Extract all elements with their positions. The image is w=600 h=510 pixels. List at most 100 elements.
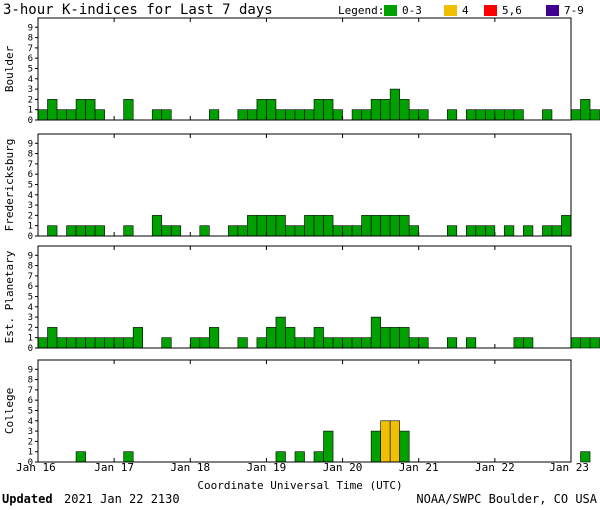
k-bar xyxy=(132,327,143,349)
legend-text-0-3: 0-3 xyxy=(402,4,422,17)
k-bar xyxy=(256,337,267,349)
k-bar xyxy=(94,337,105,349)
k-bar xyxy=(523,337,534,349)
k-bar xyxy=(56,337,67,349)
k-bar xyxy=(542,109,553,121)
k-bar xyxy=(304,337,315,349)
k-bar xyxy=(323,99,334,121)
k-bar xyxy=(85,337,96,349)
k-bar xyxy=(123,225,134,237)
y-tick-label: 0 xyxy=(28,344,33,354)
y-tick-label: 2 xyxy=(28,211,33,221)
panel-label: Fredericksburg xyxy=(3,139,16,232)
k-bar xyxy=(332,337,343,349)
y-tick-label: 6 xyxy=(28,170,33,180)
k-bar xyxy=(446,337,458,349)
panel-frame xyxy=(37,133,572,237)
k-bar xyxy=(332,109,343,121)
k-bar xyxy=(313,99,324,121)
chart-title: 3-hour K-indices for Last 7 days xyxy=(3,2,273,18)
k-bar xyxy=(266,327,277,349)
y-tick-label: 4 xyxy=(28,303,33,313)
k-bar xyxy=(75,451,86,463)
legend-swatch-0-3 xyxy=(384,5,397,16)
y-tick-label: 0 xyxy=(28,232,33,242)
k-bar xyxy=(361,215,372,237)
k-bar xyxy=(104,337,115,349)
k-bar xyxy=(304,109,315,121)
x-tick-label: Jan 19 xyxy=(247,461,287,474)
y-tick-label: 7 xyxy=(28,44,33,54)
k-bar xyxy=(85,225,96,237)
k-bar xyxy=(389,327,400,349)
k-bar xyxy=(389,215,400,237)
k-bar xyxy=(389,88,400,121)
k-bar xyxy=(504,225,515,237)
k-bar xyxy=(408,109,420,121)
k-bar xyxy=(285,225,296,237)
k-bar xyxy=(75,99,86,121)
k-bar xyxy=(285,327,296,349)
y-tick-label: 8 xyxy=(28,34,33,44)
k-bar xyxy=(161,109,172,121)
panel-frame xyxy=(37,245,572,349)
k-bar xyxy=(370,215,381,237)
k-bar xyxy=(475,225,486,237)
k-bar xyxy=(275,109,286,121)
k-bar xyxy=(37,337,48,349)
k-bar xyxy=(275,316,286,349)
k-bar xyxy=(47,225,58,237)
y-tick-label: 9 xyxy=(28,251,33,261)
y-tick-label: 4 xyxy=(28,191,33,201)
k-bar xyxy=(475,109,486,121)
y-tick-label: 7 xyxy=(28,272,33,282)
y-tick-label: 5 xyxy=(28,292,33,302)
k-bar xyxy=(446,109,458,121)
k-bar xyxy=(123,337,134,349)
k-bar xyxy=(294,225,305,237)
y-tick-label: 9 xyxy=(28,365,33,375)
k-bar xyxy=(342,225,353,237)
k-bar xyxy=(361,337,372,349)
k-bar xyxy=(304,215,315,237)
panel-frame xyxy=(37,359,572,463)
k-bar xyxy=(418,337,429,349)
y-tick-label: 6 xyxy=(28,396,33,406)
k-bar xyxy=(551,225,562,237)
k-bar xyxy=(247,215,258,237)
k-bar xyxy=(199,225,210,237)
k-bar xyxy=(256,99,267,121)
k-bar xyxy=(561,215,572,237)
y-tick-label: 2 xyxy=(28,95,33,105)
updated-label: Updated xyxy=(2,492,53,506)
k-bar xyxy=(351,337,362,349)
source-credit: NOAA/SWPC Boulder, CO USA xyxy=(416,492,597,506)
y-tick-label: 8 xyxy=(28,376,33,386)
x-tick-label: Jan 23 xyxy=(549,461,589,474)
k-bar xyxy=(513,337,524,349)
k-bar xyxy=(589,337,600,349)
k-bar xyxy=(351,225,362,237)
updated-value: 2021 Jan 22 2130 xyxy=(64,492,180,506)
k-bar xyxy=(247,109,258,121)
k-bar xyxy=(342,337,353,349)
k-bar xyxy=(151,215,163,237)
k-bar xyxy=(580,337,591,349)
legend-swatch-5-6 xyxy=(484,5,497,16)
k-bar xyxy=(380,327,391,349)
legend-swatch-4 xyxy=(444,5,457,16)
k-bar xyxy=(389,420,400,463)
y-tick-label: 9 xyxy=(28,23,33,33)
k-bar xyxy=(399,327,410,349)
k-bar xyxy=(370,316,381,349)
x-tick-label: Jan 20 xyxy=(323,461,363,474)
k-bar xyxy=(466,109,477,121)
k-bar xyxy=(228,225,239,237)
k-bar xyxy=(485,109,496,121)
y-tick-label: 3 xyxy=(28,85,33,95)
y-tick-label: 1 xyxy=(28,334,33,344)
